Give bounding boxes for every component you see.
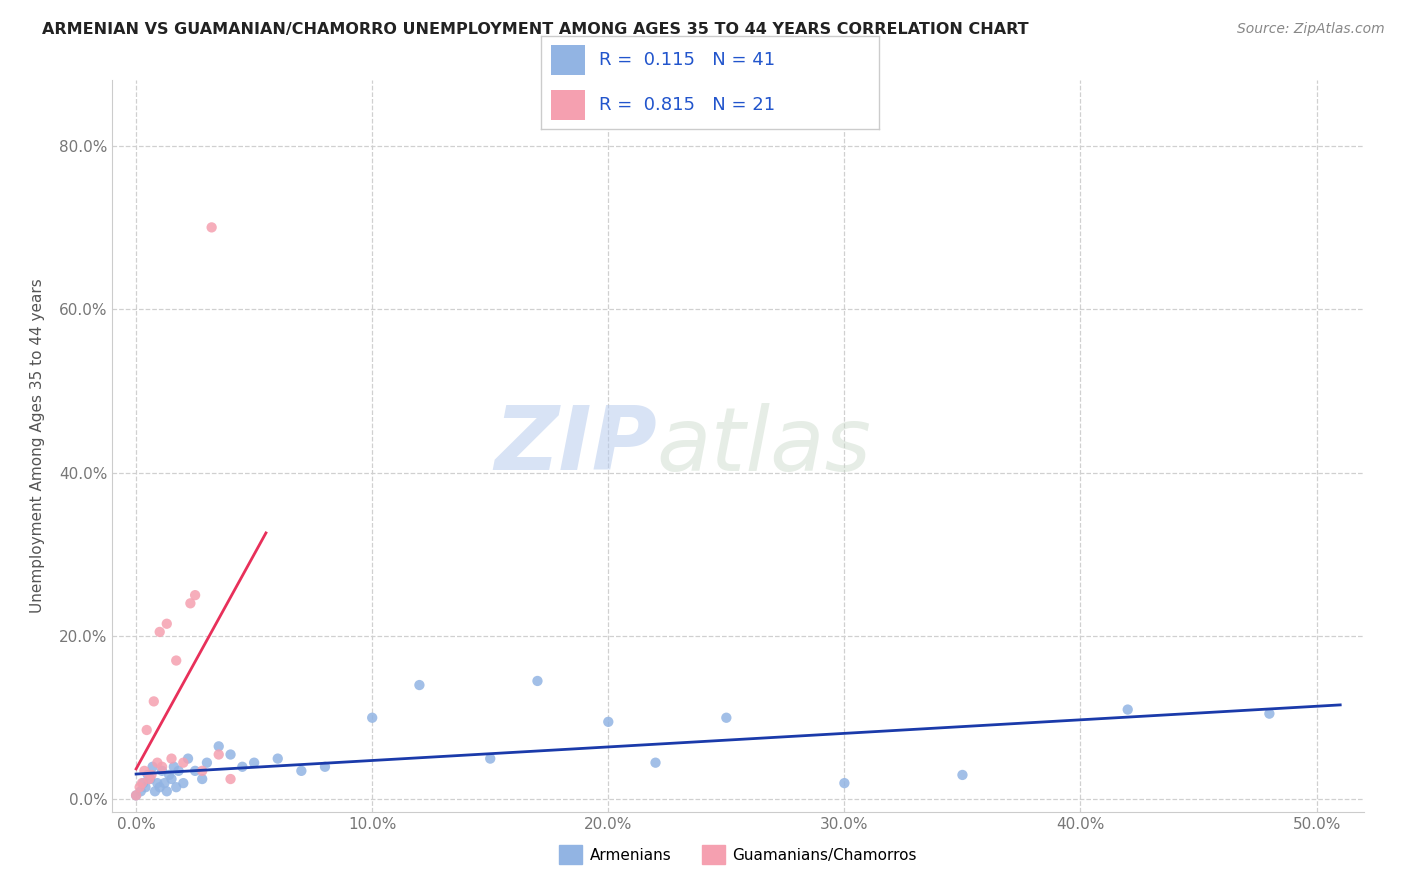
Point (243, 756, 266, 770)
Point (156, 616, 179, 631)
Point (267, 751, 290, 765)
Point (219, 747, 242, 762)
Point (139, 772, 162, 786)
Point (153, 776, 176, 790)
Legend: Armenians, Guamanians/Chamorros: Armenians, Guamanians/Chamorros (553, 839, 924, 870)
Point (141, 768, 163, 782)
Point (201, 220, 224, 235)
Point (177, 751, 200, 765)
Point (314, 760, 336, 774)
Point (208, 739, 231, 754)
Point (156, 784, 179, 798)
Point (184, 764, 207, 778)
Point (1258, 706, 1281, 721)
Point (208, 747, 231, 762)
Bar (551, 90, 585, 120)
Point (644, 756, 666, 770)
Text: ZIP: ZIP (494, 402, 657, 490)
Point (184, 588, 207, 602)
Point (149, 780, 172, 795)
Point (150, 760, 173, 774)
Point (952, 768, 974, 782)
Point (132, 776, 155, 790)
Point (408, 678, 430, 692)
Point (834, 776, 856, 790)
Bar (551, 45, 585, 75)
Point (125, 789, 148, 803)
Point (125, 789, 148, 803)
Point (1116, 702, 1139, 716)
Point (716, 711, 738, 725)
Point (160, 772, 183, 786)
Point (167, 764, 190, 778)
Point (134, 764, 156, 778)
Point (135, 780, 157, 795)
Point (157, 768, 180, 782)
Text: Source: ZipAtlas.com: Source: ZipAtlas.com (1237, 22, 1385, 37)
Point (160, 751, 183, 765)
Point (172, 776, 194, 790)
Point (138, 772, 160, 786)
Point (526, 673, 548, 688)
Point (219, 772, 242, 786)
Point (165, 780, 187, 795)
Point (146, 756, 169, 770)
Point (191, 764, 214, 778)
Point (142, 760, 165, 774)
Point (195, 756, 218, 770)
Point (172, 756, 194, 770)
Point (143, 784, 166, 798)
Point (179, 596, 201, 610)
Point (136, 768, 159, 782)
Point (149, 624, 172, 639)
Point (128, 780, 150, 795)
Text: R =  0.815   N = 21: R = 0.815 N = 21 (599, 96, 775, 114)
Point (290, 764, 312, 778)
Point (146, 776, 169, 790)
Point (598, 714, 620, 729)
Point (142, 694, 165, 708)
Y-axis label: Unemployment Among Ages 35 to 44 years: Unemployment Among Ages 35 to 44 years (31, 278, 45, 614)
Point (129, 784, 152, 798)
Point (150, 764, 173, 778)
Point (165, 654, 187, 668)
Text: atlas: atlas (657, 403, 872, 489)
Point (135, 723, 157, 737)
Point (131, 776, 153, 790)
Point (191, 772, 214, 786)
Text: R =  0.115   N = 41: R = 0.115 N = 41 (599, 51, 775, 69)
Point (231, 760, 253, 774)
Point (479, 751, 502, 765)
Text: ARMENIAN VS GUAMANIAN/CHAMORRO UNEMPLOYMENT AMONG AGES 35 TO 44 YEARS CORRELATIO: ARMENIAN VS GUAMANIAN/CHAMORRO UNEMPLOYM… (42, 22, 1029, 37)
Point (361, 711, 384, 725)
Point (163, 760, 186, 774)
